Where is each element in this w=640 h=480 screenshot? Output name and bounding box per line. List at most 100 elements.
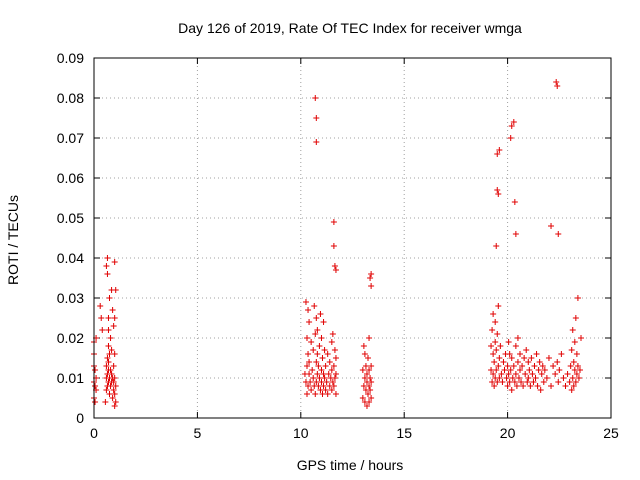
data-point	[311, 303, 318, 309]
data-point	[317, 387, 324, 393]
data-point	[533, 351, 540, 357]
data-point	[314, 327, 321, 333]
y-tick-label: 0.01	[57, 370, 84, 386]
data-point	[500, 359, 507, 365]
data-point	[569, 375, 576, 381]
data-point	[492, 339, 499, 345]
data-point	[529, 371, 536, 377]
data-point	[107, 367, 114, 373]
data-point	[305, 351, 312, 357]
data-point	[321, 347, 328, 353]
data-point	[105, 343, 112, 349]
data-point	[567, 363, 574, 369]
data-point	[576, 367, 583, 373]
data-point	[568, 347, 575, 353]
data-point	[97, 303, 104, 309]
data-point	[103, 387, 110, 393]
data-point	[552, 371, 559, 377]
data-point	[525, 375, 532, 381]
data-point	[531, 363, 538, 369]
data-point	[108, 347, 115, 353]
data-point	[366, 399, 373, 405]
y-axis-label: ROTI / TECUs	[5, 195, 21, 285]
data-point	[365, 355, 372, 361]
data-point	[305, 307, 312, 313]
data-point	[310, 375, 317, 381]
x-tick-label: 15	[396, 425, 412, 441]
data-point	[532, 375, 539, 381]
data-point	[514, 335, 521, 341]
data-point	[535, 367, 542, 373]
data-point	[362, 363, 369, 369]
data-point	[573, 371, 580, 377]
data-point	[361, 375, 368, 381]
data-point	[566, 379, 573, 385]
data-point	[570, 359, 577, 365]
data-point	[507, 135, 514, 141]
data-point	[517, 351, 524, 357]
data-point	[320, 383, 327, 389]
data-point	[326, 359, 333, 365]
data-point	[504, 383, 511, 389]
data-point	[363, 371, 370, 377]
data-point	[106, 295, 113, 301]
data-point	[507, 367, 514, 373]
y-tick-label: 0.03	[57, 290, 84, 306]
data-point	[321, 375, 328, 381]
data-point	[105, 327, 112, 333]
y-tick-label: 0	[76, 410, 84, 426]
data-point	[523, 347, 530, 353]
data-point	[322, 363, 329, 369]
data-point	[302, 299, 309, 305]
data-point	[330, 383, 337, 389]
data-point	[526, 367, 533, 373]
y-tick-label: 0.09	[57, 50, 84, 66]
data-point	[330, 363, 337, 369]
data-point	[104, 271, 111, 277]
data-point	[494, 331, 501, 337]
data-point	[574, 363, 581, 369]
data-point	[492, 319, 499, 325]
data-point	[304, 363, 311, 369]
data-point	[494, 187, 501, 193]
chart-title: Day 126 of 2019, Rate Of TEC Index for r…	[178, 20, 522, 36]
data-point	[510, 363, 517, 369]
data-point	[545, 355, 552, 361]
data-point	[537, 387, 544, 393]
data-point	[514, 359, 521, 365]
data-point	[491, 359, 498, 365]
data-point	[495, 303, 502, 309]
data-point	[368, 271, 375, 277]
data-point	[331, 263, 338, 269]
data-point	[110, 379, 117, 385]
data-point	[522, 371, 529, 377]
data-point	[555, 231, 562, 237]
data-point	[107, 383, 114, 389]
data-point	[496, 375, 503, 381]
data-point	[318, 367, 325, 373]
data-point	[490, 351, 497, 357]
data-point	[328, 367, 335, 373]
x-tick-label: 25	[603, 425, 619, 441]
data-point	[511, 379, 518, 385]
data-point	[571, 367, 578, 373]
data-point	[313, 115, 320, 121]
data-point	[332, 355, 339, 361]
data-point	[103, 363, 110, 369]
data-point	[497, 343, 504, 349]
data-point	[520, 383, 527, 389]
data-point	[519, 363, 526, 369]
x-tick-label: 20	[500, 425, 516, 441]
data-point	[110, 387, 117, 393]
data-point	[328, 387, 335, 393]
data-point	[112, 399, 119, 405]
data-point	[560, 375, 567, 381]
data-point	[488, 343, 495, 349]
data-point	[92, 399, 99, 405]
data-point	[508, 123, 515, 129]
x-tick-label: 10	[293, 425, 309, 441]
data-point	[490, 371, 497, 377]
data-point	[527, 383, 534, 389]
data-point	[488, 367, 495, 373]
